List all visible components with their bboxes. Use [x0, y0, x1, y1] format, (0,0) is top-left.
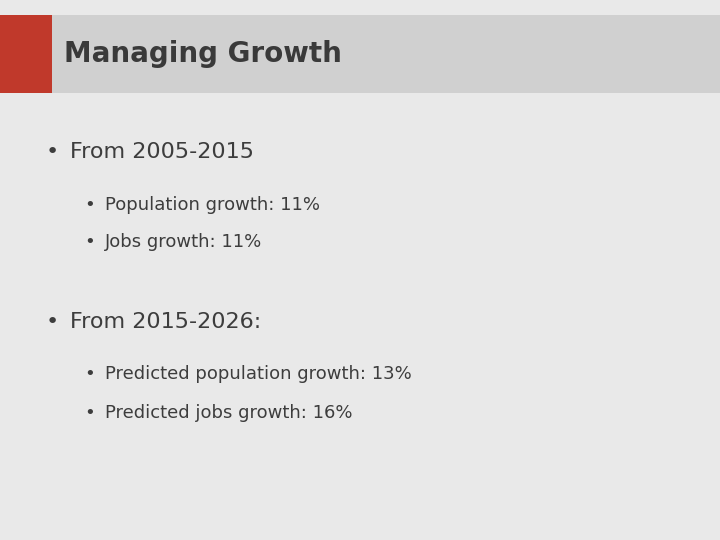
Text: From 2005-2015: From 2005-2015	[70, 142, 254, 162]
Bar	[0, 15, 52, 93]
Text: •: •	[45, 312, 58, 332]
Text: •: •	[45, 142, 58, 162]
Text: Predicted population growth: 13%: Predicted population growth: 13%	[105, 365, 412, 383]
Text: •: •	[85, 404, 95, 422]
Text: From 2015-2026:: From 2015-2026:	[70, 312, 261, 332]
Text: •: •	[85, 365, 95, 383]
Text: Managing Growth: Managing Growth	[64, 40, 342, 68]
Text: •: •	[85, 196, 95, 214]
Text: Population growth: 11%: Population growth: 11%	[105, 196, 320, 214]
Bar	[0, 15, 720, 93]
Text: Jobs growth: 11%: Jobs growth: 11%	[105, 233, 262, 251]
Text: •: •	[85, 233, 95, 251]
Text: Predicted jobs growth: 16%: Predicted jobs growth: 16%	[105, 404, 353, 422]
